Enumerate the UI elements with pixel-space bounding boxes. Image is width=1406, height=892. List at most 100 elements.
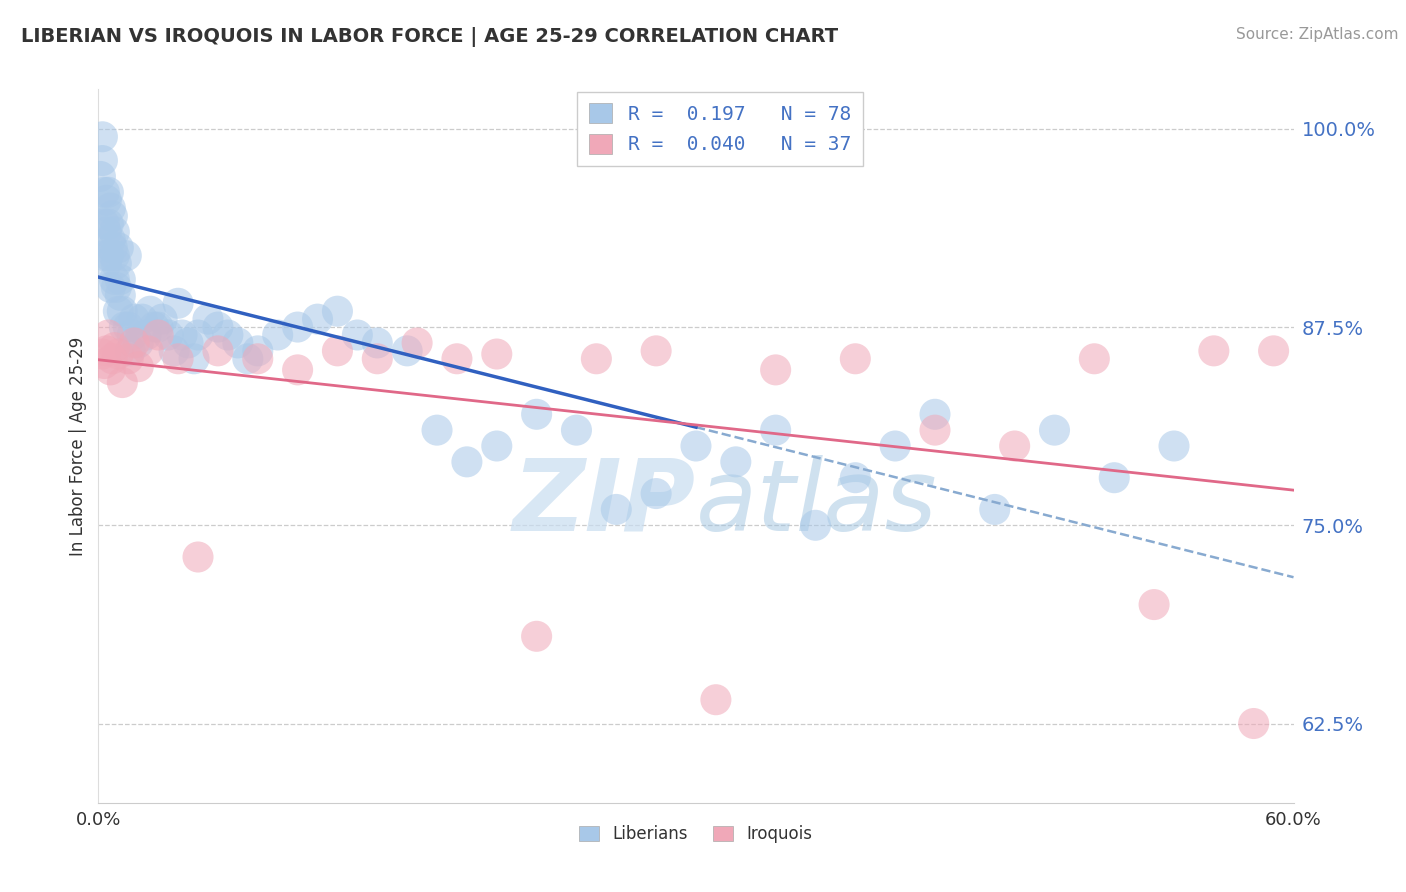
Point: [117, 320, 139, 334]
Point: [135, 328, 157, 343]
Point: [101, 209, 124, 223]
Point: [96, 193, 118, 207]
Point: [605, 502, 627, 516]
Point: [103, 249, 125, 263]
Point: [246, 343, 269, 358]
Point: [287, 363, 309, 377]
Point: [187, 328, 209, 343]
Point: [98, 280, 122, 294]
Point: [110, 272, 132, 286]
Point: [724, 455, 747, 469]
Point: [97, 217, 120, 231]
Point: [704, 692, 727, 706]
Point: [1104, 471, 1126, 485]
Point: [167, 351, 190, 366]
Point: [93, 357, 115, 371]
Point: [1083, 351, 1105, 366]
Point: [120, 343, 142, 358]
Point: [267, 328, 290, 343]
Point: [91, 129, 114, 144]
Point: [111, 304, 134, 318]
Point: [150, 312, 173, 326]
Point: [526, 407, 548, 421]
Point: [526, 629, 548, 643]
Point: [117, 351, 139, 366]
Point: [124, 335, 146, 350]
Point: [143, 320, 166, 334]
Point: [645, 343, 668, 358]
Point: [98, 233, 122, 247]
Point: [884, 439, 907, 453]
Point: [1143, 598, 1166, 612]
Y-axis label: In Labor Force | Age 25-29: In Labor Force | Age 25-29: [69, 336, 87, 556]
Point: [485, 347, 508, 361]
Point: [148, 328, 170, 343]
Text: atlas: atlas: [696, 455, 938, 551]
Point: [685, 439, 707, 453]
Point: [105, 257, 128, 271]
Point: [765, 423, 787, 437]
Point: [93, 249, 115, 263]
Point: [103, 341, 125, 355]
Point: [101, 351, 124, 366]
Text: LIBERIAN VS IROQUOIS IN LABOR FORCE | AGE 25-29 CORRELATION CHART: LIBERIAN VS IROQUOIS IN LABOR FORCE | AG…: [21, 27, 838, 46]
Point: [406, 335, 429, 350]
Point: [127, 335, 149, 350]
Point: [485, 439, 508, 453]
Point: [112, 320, 135, 334]
Point: [804, 518, 827, 533]
Point: [98, 363, 122, 377]
Point: [1243, 716, 1265, 731]
Point: [121, 328, 143, 343]
Point: [163, 343, 186, 358]
Point: [924, 423, 946, 437]
Point: [645, 486, 668, 500]
Point: [115, 249, 138, 263]
Point: [96, 343, 118, 358]
Point: [96, 225, 118, 239]
Point: [103, 225, 125, 239]
Point: [1263, 343, 1285, 358]
Point: [97, 186, 120, 200]
Point: [924, 407, 946, 421]
Point: [107, 241, 129, 255]
Point: [844, 351, 866, 366]
Point: [105, 280, 128, 294]
Text: ZIP: ZIP: [513, 455, 696, 551]
Point: [110, 288, 132, 302]
Point: [93, 186, 115, 200]
Point: [287, 320, 309, 334]
Point: [217, 328, 239, 343]
Point: [1043, 423, 1066, 437]
Point: [366, 351, 388, 366]
Point: [103, 272, 125, 286]
Legend: Liberians, Iroquois: Liberians, Iroquois: [571, 817, 821, 852]
Point: [446, 351, 468, 366]
Point: [565, 423, 588, 437]
Point: [1202, 343, 1225, 358]
Point: [236, 351, 259, 366]
Text: Source: ZipAtlas.com: Source: ZipAtlas.com: [1236, 27, 1399, 42]
Point: [97, 249, 120, 263]
Point: [89, 169, 111, 184]
Point: [326, 304, 349, 318]
Point: [984, 502, 1007, 516]
Point: [136, 343, 159, 358]
Point: [93, 217, 115, 231]
Point: [456, 455, 478, 469]
Point: [177, 335, 200, 350]
Point: [98, 201, 122, 215]
Point: [307, 312, 329, 326]
Point: [207, 343, 229, 358]
Point: [765, 363, 787, 377]
Point: [91, 347, 114, 361]
Point: [844, 471, 866, 485]
Point: [167, 296, 190, 310]
Point: [107, 304, 129, 318]
Point: [139, 304, 162, 318]
Point: [187, 549, 209, 564]
Point: [91, 153, 114, 168]
Point: [97, 328, 120, 343]
Point: [366, 335, 388, 350]
Point: [101, 241, 124, 255]
